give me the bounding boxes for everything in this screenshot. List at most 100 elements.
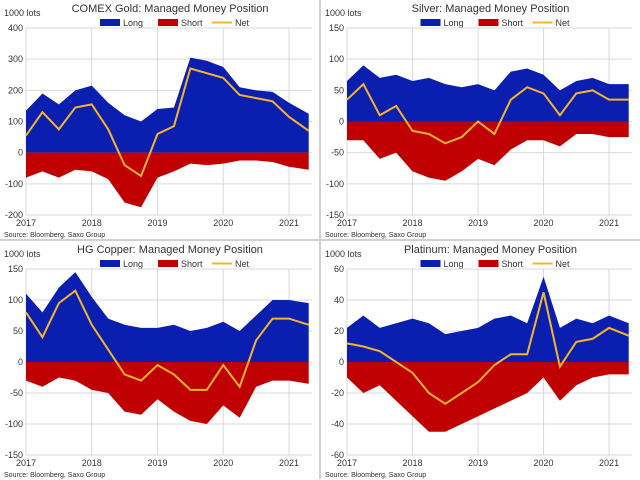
x-tick-label: 2020 <box>534 218 554 228</box>
y-tick-label: 100 <box>8 117 23 127</box>
data-point-long <box>379 327 381 329</box>
data-point-short <box>526 392 528 394</box>
silver-chart-panel: Silver: Managed Money Position 1000 lots L… <box>321 0 640 239</box>
legend-swatch-short <box>158 260 178 267</box>
data-point-short <box>173 411 175 413</box>
data-point-net <box>75 290 77 292</box>
data-point-long <box>477 327 479 329</box>
gold-chart-panel: COMEX Gold: Managed Money Position 1000 l… <box>0 0 320 239</box>
data-point-short <box>543 139 545 141</box>
data-point-long <box>75 90 77 92</box>
data-point-long <box>559 327 561 329</box>
y-tick-label: 60 <box>334 264 344 274</box>
data-point-short <box>363 139 365 141</box>
legend-label-long: Long <box>123 18 143 28</box>
data-point-short <box>494 408 496 410</box>
data-point-long <box>308 113 310 115</box>
legend-label-net: Net <box>235 18 250 28</box>
data-point-net <box>444 403 446 405</box>
data-point-net <box>58 128 60 130</box>
data-point-net <box>124 164 126 166</box>
y-tick-label: 100 <box>8 295 23 305</box>
data-point-short <box>75 169 77 171</box>
y-tick-label: 300 <box>8 54 23 64</box>
data-point-short <box>124 202 126 204</box>
data-point-net <box>477 381 479 383</box>
data-point-long <box>346 80 348 82</box>
data-point-net <box>543 93 545 95</box>
data-point-long <box>107 102 109 104</box>
long-area <box>347 65 629 122</box>
platinum-chart-panel: Platinum: Managed Money Position 1000 lot… <box>321 241 640 480</box>
data-point-short <box>608 136 610 138</box>
data-point-long <box>157 327 159 329</box>
data-point-short <box>308 169 310 171</box>
data-point-short <box>494 164 496 166</box>
data-point-long <box>255 315 257 317</box>
legend-label-short: Short <box>181 18 203 28</box>
data-point-net <box>173 374 175 376</box>
data-point-net <box>308 324 310 326</box>
source-note: Source: Bloomberg, Saxo Group <box>4 232 105 239</box>
short-area <box>347 121 629 181</box>
y-tick-label: -50 <box>331 148 344 158</box>
data-point-short <box>107 178 109 180</box>
data-point-net <box>461 392 463 394</box>
data-point-long <box>222 66 224 68</box>
data-point-long <box>42 312 44 314</box>
x-tick-label: 2017 <box>16 218 36 228</box>
data-point-long <box>461 330 463 332</box>
data-point-short <box>58 377 60 379</box>
legend-swatch-long <box>420 19 441 26</box>
data-point-long <box>272 91 274 93</box>
data-point-short <box>255 386 257 388</box>
y-tick-label: 150 <box>8 264 23 274</box>
data-point-short <box>288 380 290 382</box>
horizontal-divider <box>0 239 640 241</box>
data-point-long <box>288 299 290 301</box>
data-point-short <box>592 133 594 135</box>
y-tick-label: 400 <box>8 23 23 33</box>
data-point-short <box>608 374 610 376</box>
data-point-short <box>412 171 414 173</box>
y-tick-label: 0 <box>339 117 344 127</box>
data-point-net <box>428 133 430 135</box>
data-point-long <box>190 57 192 59</box>
y-tick-label: 100 <box>329 54 344 64</box>
data-point-long <box>140 327 142 329</box>
data-point-short <box>239 160 241 162</box>
data-point-net <box>157 364 159 366</box>
data-point-net <box>206 72 208 74</box>
data-point-net <box>510 353 512 355</box>
chart-title: Platinum: Managed Money Position <box>404 244 577 256</box>
data-point-net <box>239 386 241 388</box>
data-point-short <box>272 380 274 382</box>
data-point-long <box>608 315 610 317</box>
data-point-net <box>42 111 44 113</box>
data-point-net <box>363 346 365 348</box>
data-point-short <box>157 177 159 179</box>
data-point-net <box>140 380 142 382</box>
data-point-short <box>239 417 241 419</box>
data-point-short <box>559 400 561 402</box>
data-point-short <box>255 160 257 162</box>
legend-label-net: Net <box>556 18 571 28</box>
data-point-net <box>428 392 430 394</box>
data-point-long <box>395 322 397 324</box>
data-point-long <box>608 83 610 85</box>
legend-swatch-short <box>158 19 178 26</box>
legend-label-long: Long <box>123 259 143 269</box>
units-label: 1000 lots <box>4 249 41 259</box>
y-tick-label: -50 <box>10 388 23 398</box>
data-point-net <box>363 83 365 85</box>
data-point-long <box>526 322 528 324</box>
data-point-net <box>494 364 496 366</box>
data-point-long <box>576 318 578 320</box>
data-point-long <box>494 318 496 320</box>
data-point-short <box>346 377 348 379</box>
data-point-short <box>58 177 60 179</box>
data-point-long <box>395 74 397 76</box>
source-note: Source: Bloomberg, Saxo Group <box>325 232 426 239</box>
data-point-short <box>428 431 430 433</box>
